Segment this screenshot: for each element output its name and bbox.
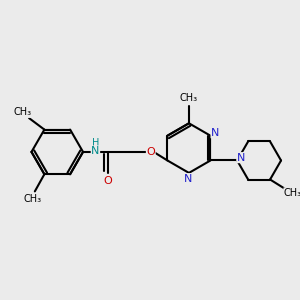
- Text: O: O: [103, 176, 112, 185]
- Text: CH₃: CH₃: [284, 188, 300, 198]
- Text: CH₃: CH₃: [180, 94, 198, 103]
- Text: H: H: [92, 138, 99, 148]
- Text: N: N: [184, 174, 192, 184]
- Text: CH₃: CH₃: [24, 194, 42, 204]
- Text: N: N: [211, 128, 219, 138]
- Text: O: O: [146, 147, 155, 157]
- Text: N: N: [91, 146, 100, 156]
- Text: N: N: [237, 153, 245, 163]
- Text: CH₃: CH₃: [14, 107, 32, 117]
